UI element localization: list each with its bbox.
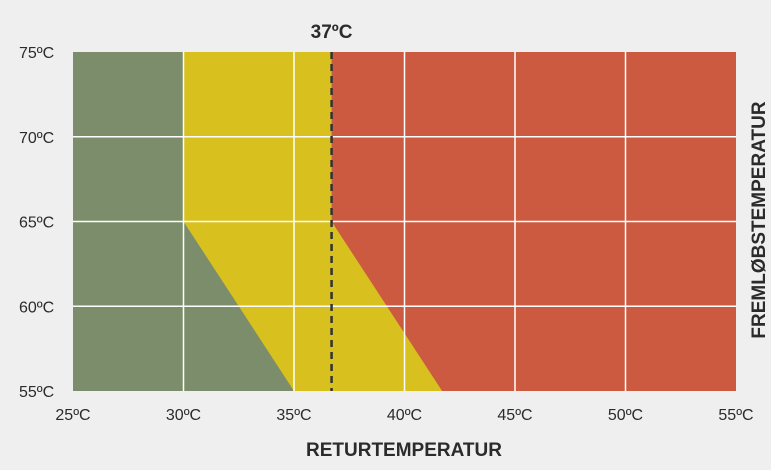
reference-line-label: 37ºC <box>311 22 353 43</box>
y-tick-label: 75ºC <box>19 45 54 62</box>
y-tick-labels: 55ºC 60ºC 65ºC 70ºC 75ºC <box>19 45 54 401</box>
x-tick-label: 35ºC <box>276 407 311 424</box>
x-tick-label: 45ºC <box>497 407 532 424</box>
reference-line-group: 37ºC <box>311 22 353 391</box>
x-tick-label: 55ºC <box>718 407 753 424</box>
x-tick-label: 50ºC <box>608 407 643 424</box>
grid-lines <box>73 52 736 391</box>
y-axis-label: FREMLØBSTEMPERATUR <box>749 101 770 338</box>
x-tick-label: 25ºC <box>55 407 90 424</box>
y-tick-label: 55ºC <box>19 384 54 401</box>
x-tick-labels: 25ºC 30ºC 35ºC 40ºC 45ºC 50ºC 55ºC <box>55 407 753 424</box>
x-axis-label: RETURTEMPERATUR <box>306 440 502 461</box>
x-tick-label: 40ºC <box>387 407 422 424</box>
x-tick-label: 30ºC <box>166 407 201 424</box>
y-tick-label: 60ºC <box>19 299 54 316</box>
y-tick-label: 70ºC <box>19 130 54 147</box>
y-tick-label: 65ºC <box>19 215 54 232</box>
